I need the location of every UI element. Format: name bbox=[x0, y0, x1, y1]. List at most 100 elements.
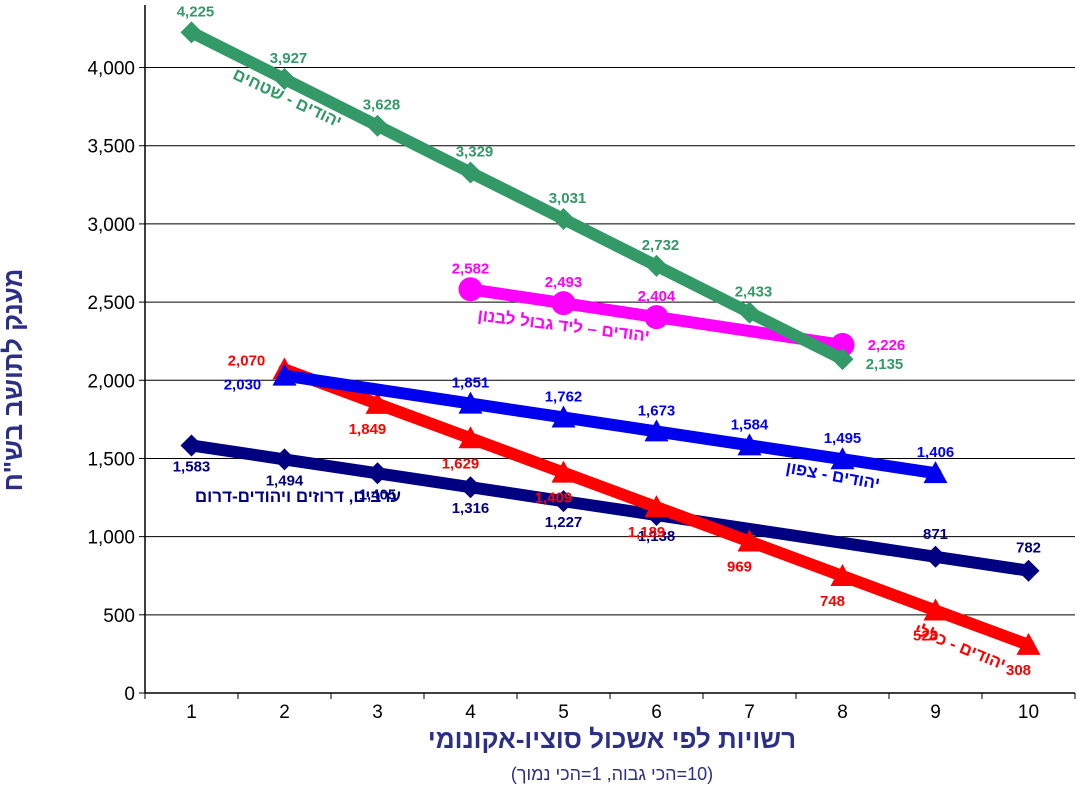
y-tick-label: 0 bbox=[124, 684, 135, 705]
data-point bbox=[273, 448, 296, 471]
data-label: 2,433 bbox=[735, 284, 773, 301]
data-point bbox=[458, 277, 483, 302]
x-tick-label: 3 bbox=[372, 702, 383, 723]
x-axis-subtitle: (10=הכי גבוה, 1=הכי נמוך) bbox=[511, 764, 713, 784]
y-tick-label: 2,000 bbox=[87, 371, 135, 392]
y-tick-label: 4,000 bbox=[87, 59, 135, 80]
data-label: 748 bbox=[820, 593, 845, 610]
data-label: 1,189 bbox=[628, 524, 666, 541]
data-label: 1,673 bbox=[638, 402, 676, 419]
data-point bbox=[1017, 559, 1040, 582]
data-point bbox=[365, 391, 390, 414]
data-point bbox=[737, 433, 762, 456]
axes: 0 500 1,000 1,500 2,000 2,500 3,000 3,500 4,000 1… bbox=[87, 5, 1076, 723]
data-point bbox=[830, 447, 855, 470]
data-point bbox=[830, 564, 855, 587]
data-label: 2,493 bbox=[545, 274, 583, 291]
series-line bbox=[464, 283, 849, 351]
x-tick-label: 9 bbox=[930, 702, 941, 723]
data-point bbox=[1016, 632, 1041, 655]
data-point bbox=[644, 305, 669, 330]
data-point bbox=[738, 301, 761, 324]
data-label: 969 bbox=[727, 558, 752, 575]
series-group bbox=[180, 21, 854, 371]
data-point bbox=[273, 67, 296, 90]
y-tick-label: 3,000 bbox=[87, 215, 135, 236]
x-tick-label: 10 bbox=[1018, 702, 1039, 723]
data-point bbox=[459, 161, 482, 184]
series-line bbox=[185, 26, 849, 366]
data-point bbox=[366, 114, 389, 137]
data-point bbox=[552, 490, 575, 513]
data-label: 1,227 bbox=[545, 514, 583, 531]
x-tick-label: 4 bbox=[465, 702, 476, 723]
data-label: 2,135 bbox=[866, 356, 904, 373]
x-tick-label: 7 bbox=[744, 702, 755, 723]
data-label: 2,070 bbox=[228, 352, 266, 369]
data-point bbox=[551, 405, 576, 428]
data-label: 1,409 bbox=[535, 490, 573, 507]
series-group bbox=[180, 434, 1040, 582]
data-label: 1,138 bbox=[638, 528, 676, 545]
data-label: 3,031 bbox=[549, 190, 587, 207]
y-tick-label: 3,500 bbox=[87, 137, 135, 158]
data-point bbox=[180, 434, 203, 457]
data-label: 2,030 bbox=[224, 377, 262, 394]
data-label: 2,582 bbox=[452, 260, 490, 277]
y-axis-title: מענק לתושב בש"ח bbox=[0, 269, 28, 492]
x-axis-title: רשויות לפי אשכול סוציו-אקונומי bbox=[428, 724, 796, 754]
y-tick-label: 2,500 bbox=[87, 293, 135, 314]
data-label: 871 bbox=[923, 526, 948, 543]
data-label: 2,226 bbox=[868, 337, 906, 354]
data-label: 1,849 bbox=[349, 421, 387, 438]
data-label: 308 bbox=[1006, 662, 1031, 679]
series-layer bbox=[180, 21, 1041, 655]
data-label: 2,732 bbox=[642, 237, 680, 254]
series-group bbox=[458, 277, 855, 357]
data-label: 1,405 bbox=[359, 486, 397, 503]
data-label: 3,628 bbox=[363, 97, 401, 114]
x-tick-label: 1 bbox=[186, 702, 197, 723]
data-labels: 1,583 1,494 1,405 1,316 1,227 1,138 871 782 2,07… bbox=[173, 3, 1041, 678]
data-point bbox=[551, 460, 576, 483]
x-tick-label: 6 bbox=[651, 702, 662, 723]
data-label: 1,583 bbox=[173, 458, 211, 475]
data-point bbox=[923, 461, 948, 484]
data-point bbox=[459, 476, 482, 499]
data-point bbox=[831, 348, 854, 371]
data-label: 4,225 bbox=[177, 3, 215, 20]
data-label: 1,406 bbox=[917, 444, 955, 461]
series-line bbox=[185, 439, 1035, 577]
x-tick-label: 5 bbox=[558, 702, 569, 723]
data-point bbox=[366, 462, 389, 485]
data-point bbox=[644, 419, 669, 442]
data-point bbox=[645, 254, 668, 277]
series-group bbox=[272, 363, 948, 484]
data-label: 3,927 bbox=[270, 50, 308, 67]
data-label: 1,494 bbox=[266, 472, 304, 489]
x-tick-label: 2 bbox=[279, 702, 290, 723]
data-point bbox=[737, 529, 762, 552]
series-label: ערבים, דרוזים ויהודים-דרום bbox=[195, 487, 401, 506]
data-point bbox=[552, 208, 575, 231]
data-point bbox=[458, 426, 483, 449]
data-label: 1,495 bbox=[824, 430, 862, 447]
data-label: 782 bbox=[1016, 540, 1041, 557]
data-label: 1,762 bbox=[545, 388, 583, 405]
data-point bbox=[551, 291, 576, 316]
data-point bbox=[272, 363, 297, 386]
data-label: 528 bbox=[913, 627, 938, 644]
data-label: 1,851 bbox=[452, 375, 490, 392]
data-label: 2,404 bbox=[638, 288, 676, 305]
y-tick-label: 1,500 bbox=[87, 449, 135, 470]
data-point bbox=[924, 545, 947, 568]
data-point bbox=[458, 391, 483, 414]
data-label: 1,629 bbox=[442, 455, 480, 472]
data-point bbox=[180, 21, 203, 44]
x-tick-label: 8 bbox=[837, 702, 848, 723]
data-point bbox=[923, 598, 948, 621]
data-label: 1,584 bbox=[731, 416, 769, 433]
y-tick-label: 500 bbox=[103, 606, 135, 627]
data-point bbox=[644, 495, 669, 518]
